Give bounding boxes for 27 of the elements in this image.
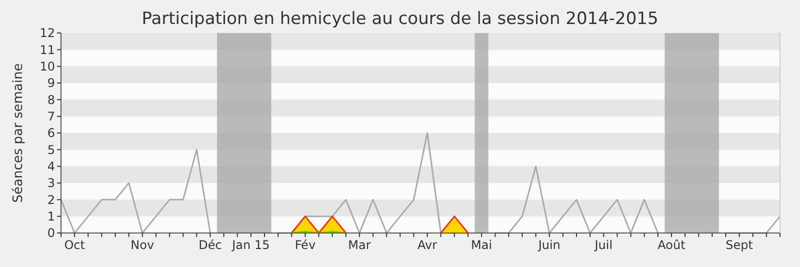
chart-title: Participation en hemicycle au cours de la session 2014-2015 <box>142 9 658 29</box>
y-tick-label: 8 <box>47 92 55 107</box>
y-tick-label: 3 <box>47 176 55 190</box>
x-tick-label: Avr <box>418 238 438 252</box>
x-tick-label: Fév <box>294 238 316 252</box>
y-tick-label: 5 <box>47 142 55 157</box>
x-tick-label: Oct <box>64 238 86 252</box>
y-tick-label: 11 <box>40 42 55 57</box>
x-tick-label: Mai <box>471 238 492 252</box>
y-axis-title: Séances par semaine <box>11 63 26 203</box>
x-tick-label: Jan 15 <box>231 238 270 252</box>
x-tick-label: Mar <box>348 238 371 252</box>
y-tick-label: 10 <box>40 60 55 74</box>
x-tick-label: Nov <box>130 238 154 252</box>
x-tick-label: Sept <box>726 238 754 252</box>
y-tick-label: 7 <box>47 110 55 124</box>
x-tick-label: Juil <box>594 238 613 252</box>
x-tick-label: Déc <box>198 238 222 252</box>
y-tick-label: 2 <box>47 192 55 207</box>
y-tick-label: 4 <box>47 160 55 174</box>
y-tick-label: 6 <box>47 126 55 140</box>
y-tick-label: 9 <box>47 76 55 90</box>
y-tick-label: 1 <box>47 210 55 224</box>
x-tick-label: Juin <box>537 238 560 252</box>
y-tick-label: 12 <box>40 26 55 40</box>
x-tick-label: Août <box>658 238 686 252</box>
y-tick-label: 0 <box>47 226 55 240</box>
